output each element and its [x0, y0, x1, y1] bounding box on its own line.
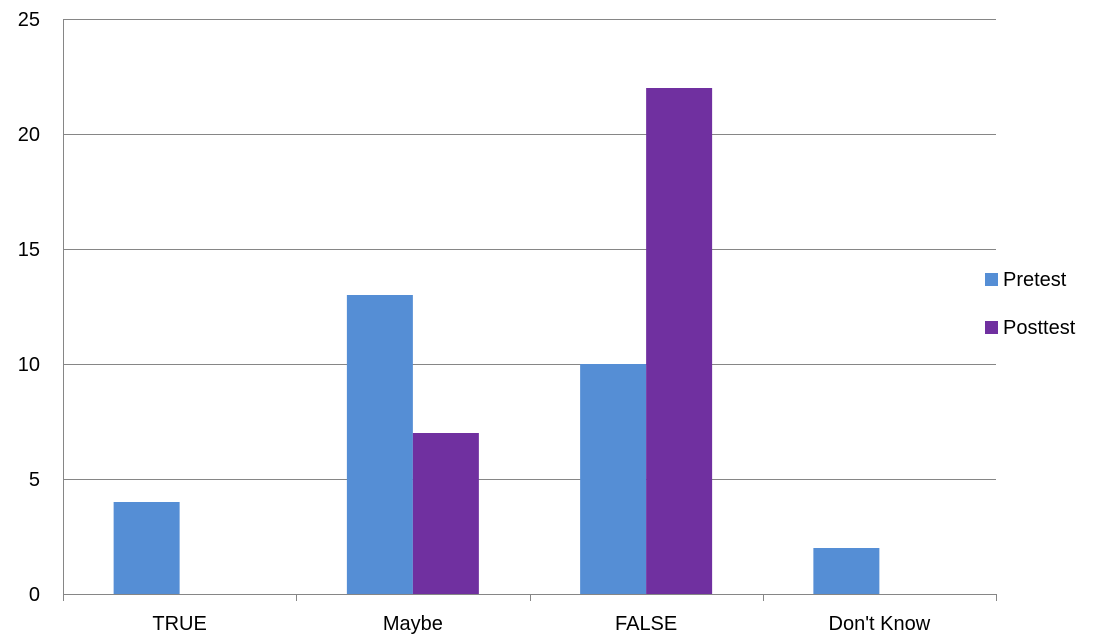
legend-swatch-pretest: [985, 273, 998, 286]
bar-posttest-false: [646, 88, 713, 594]
y-tick-label: 25: [18, 9, 40, 31]
y-tick-label: 20: [18, 124, 40, 146]
y-tick-label: 10: [18, 354, 40, 376]
bar-pretest-false: [580, 364, 647, 594]
bar-pretest-true: [113, 502, 180, 594]
y-tick-label: 5: [29, 469, 40, 491]
bar-posttest-maybe: [412, 433, 479, 594]
axes: [63, 19, 997, 601]
legend: Pretest Posttest: [985, 269, 1076, 339]
legend-swatch-posttest: [985, 321, 998, 334]
legend-label-posttest: Posttest: [1003, 317, 1076, 339]
x-tick-label: Don't Know: [829, 613, 931, 635]
x-tick-label: Maybe: [383, 613, 443, 635]
bar-pretest-maybe: [346, 295, 413, 594]
bars: [113, 88, 880, 594]
y-tick-label: 15: [18, 239, 40, 261]
gridlines: [63, 19, 996, 480]
tick-labels: 0 5 10 15 20 25 TRUE Maybe FALSE Don't Know: [18, 9, 931, 635]
x-tick-label: TRUE: [152, 613, 206, 635]
bar-pretest-don-t-know: [813, 548, 880, 594]
legend-label-pretest: Pretest: [1003, 269, 1067, 291]
x-tick-label: FALSE: [615, 613, 677, 635]
y-tick-label: 0: [29, 584, 40, 606]
